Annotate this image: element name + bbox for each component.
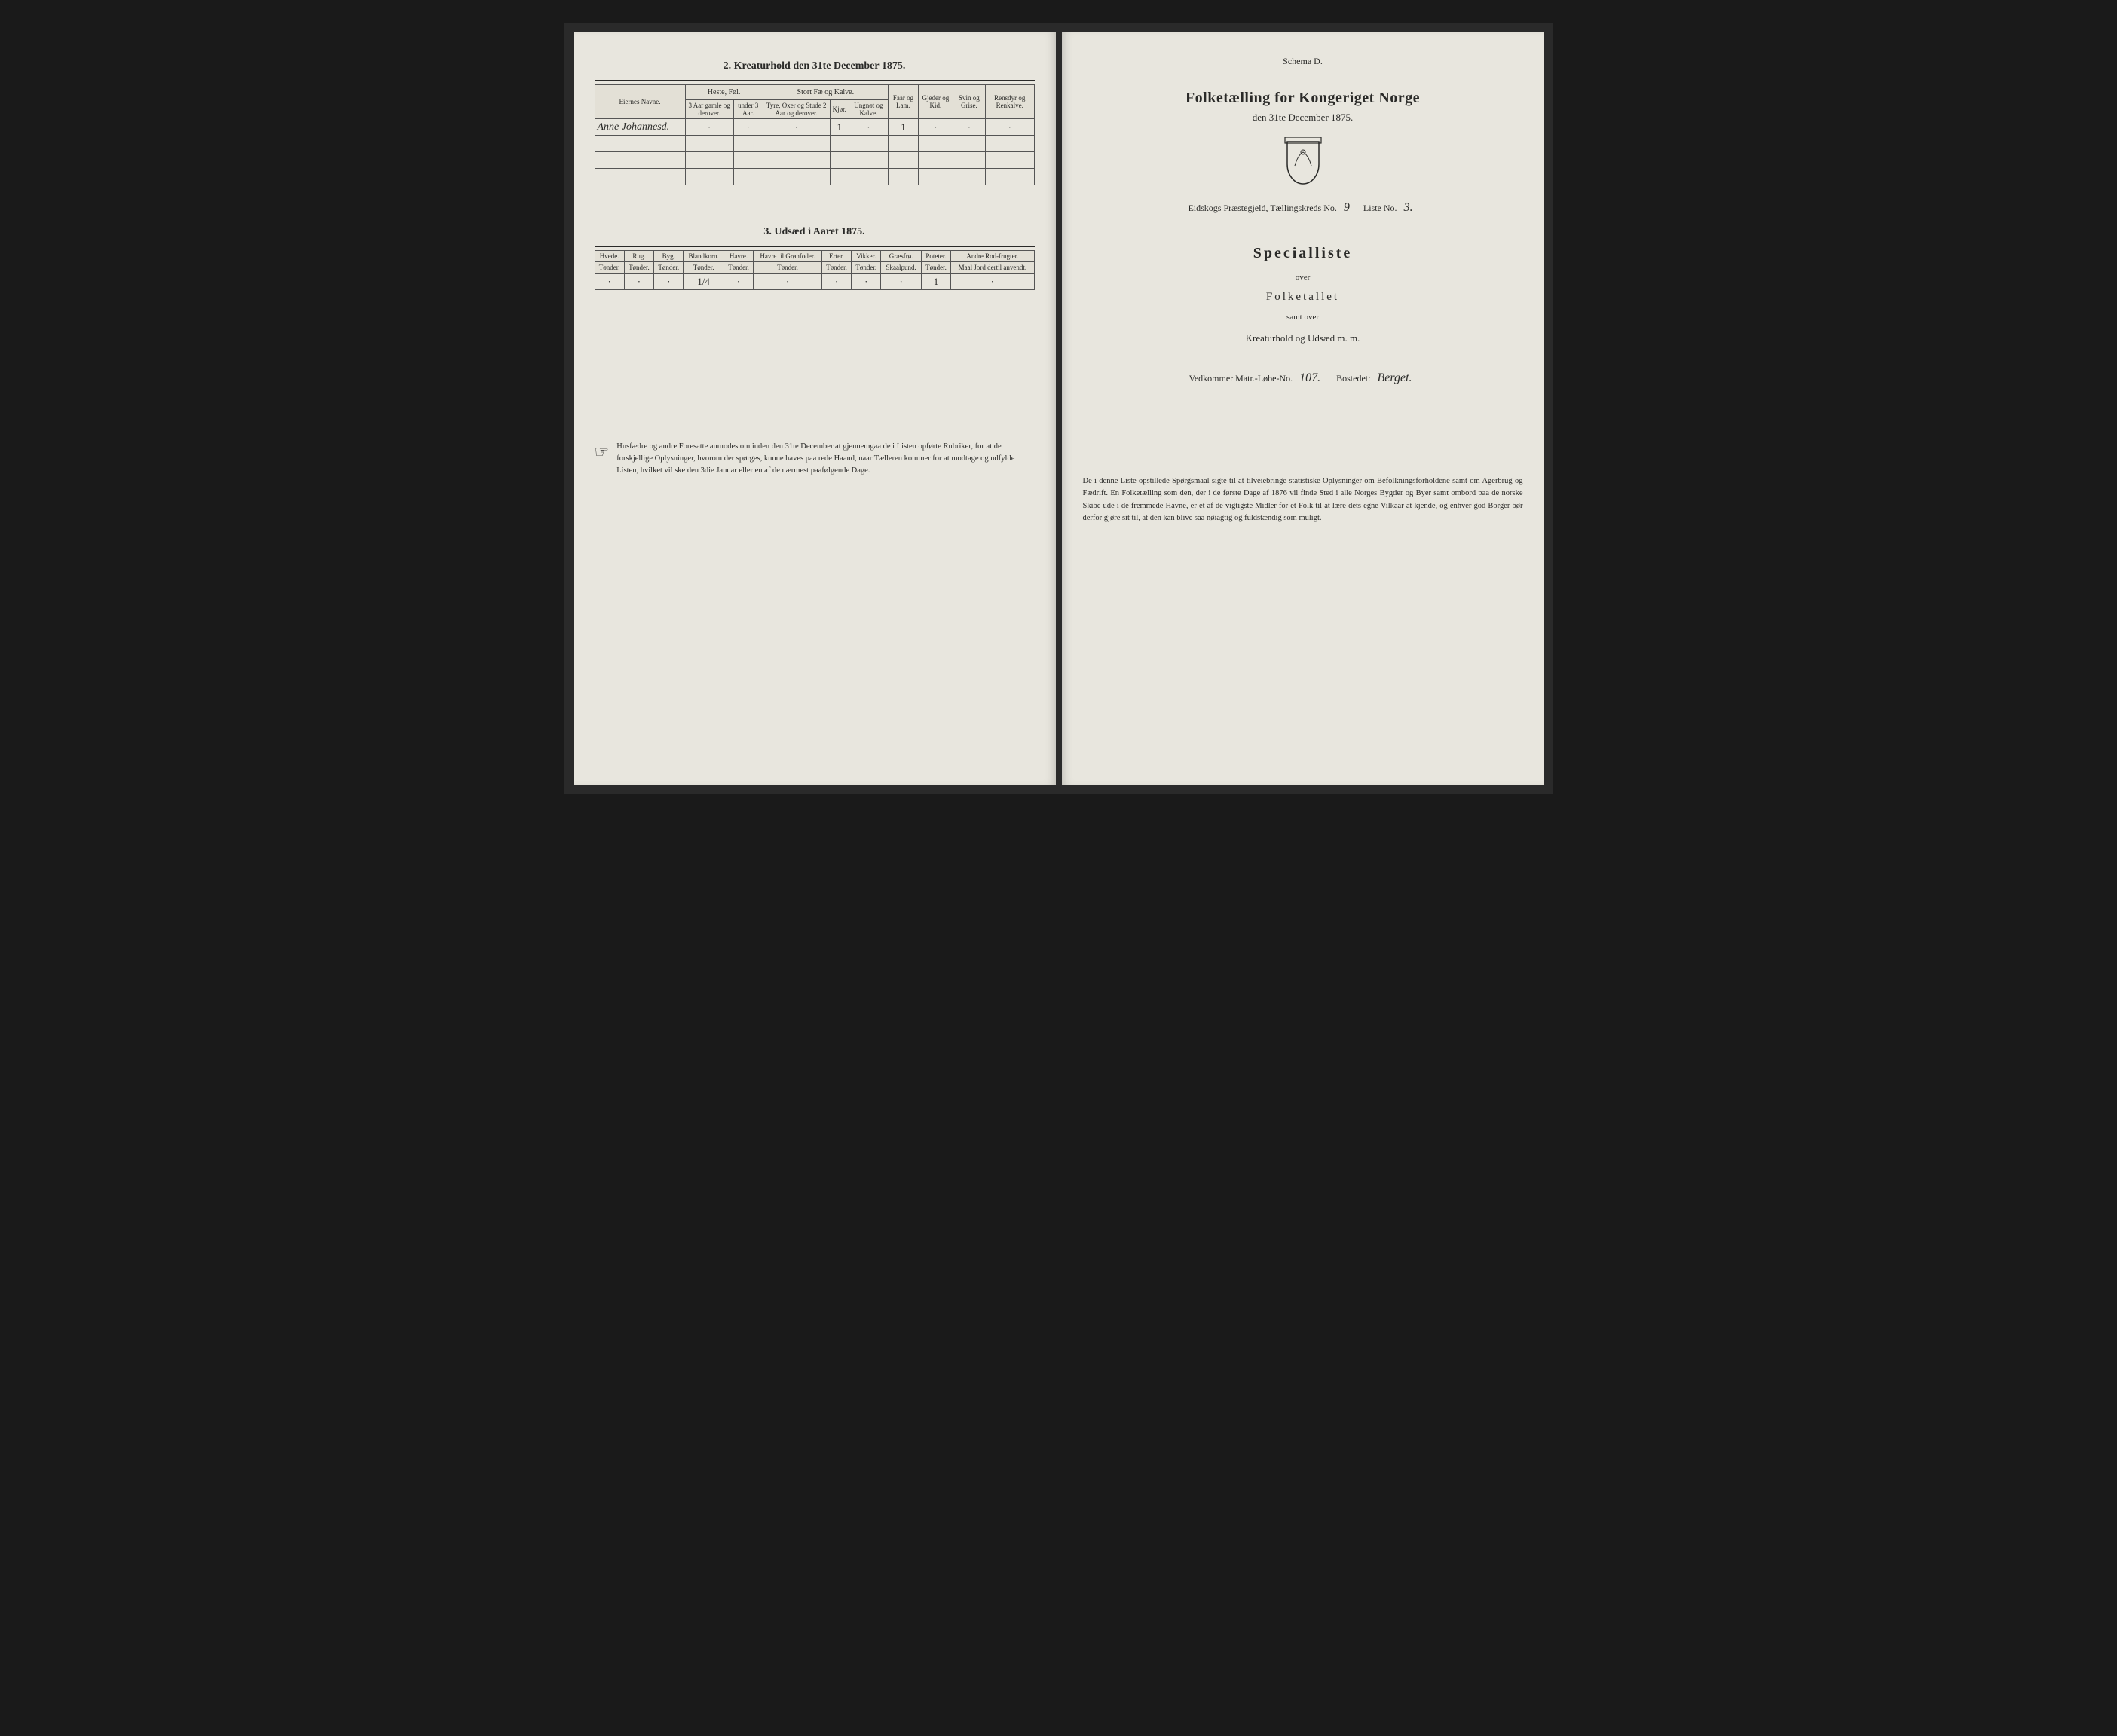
section2-title: 2. Kreaturhold den 31te December 1875. xyxy=(595,60,1035,72)
table-row xyxy=(595,136,1034,152)
kreaturhold-table: Eiernes Navne. Heste, Føl. Stort Fæ og K… xyxy=(595,84,1035,185)
col-havre: Havre. xyxy=(724,251,753,262)
cell: · xyxy=(919,119,953,136)
unit: Maal Jord dertil anvendt. xyxy=(951,262,1034,274)
unit: Tønder. xyxy=(684,262,724,274)
instruction-note: ☞ Husfædre og andre Foresatte anmodes om… xyxy=(595,441,1035,476)
col-stort-b: Kjør. xyxy=(830,100,849,119)
cell: · xyxy=(821,274,851,290)
cell: 1 xyxy=(830,119,849,136)
cell: · xyxy=(624,274,653,290)
udsaed-table: Hvede. Rug. Byg. Blandkorn. Havre. Havre… xyxy=(595,250,1035,290)
cell: · xyxy=(754,274,822,290)
cell: · xyxy=(881,274,921,290)
col-ren: Rensdyr og Renkalve. xyxy=(986,85,1034,119)
col-heste-b: under 3 Aar. xyxy=(733,100,763,119)
rule xyxy=(595,246,1035,247)
folketallet-label: Folketallet xyxy=(1083,291,1523,304)
unit: Tønder. xyxy=(624,262,653,274)
col-heste: Heste, Føl. xyxy=(685,85,763,100)
unit: Skaalpund. xyxy=(881,262,921,274)
unit: Tønder. xyxy=(654,262,684,274)
cell: · xyxy=(849,119,888,136)
unit: Tønder. xyxy=(921,262,950,274)
cell: · xyxy=(953,119,985,136)
col-faar: Faar og Lam. xyxy=(888,85,918,119)
left-page: 2. Kreaturhold den 31te December 1875. E… xyxy=(574,32,1056,785)
col-hvede: Hvede. xyxy=(595,251,624,262)
col-stort-c: Ungnøt og Kalve. xyxy=(849,100,888,119)
page-spread: 2. Kreaturhold den 31te December 1875. E… xyxy=(564,23,1553,794)
col-andre: Andre Rod-frugter. xyxy=(951,251,1034,262)
note-text: Husfædre og andre Foresatte anmodes om i… xyxy=(616,441,1034,476)
parish-label: Eidskogs Præstegjeld, Tællingskreds No. xyxy=(1188,203,1336,213)
cell: · xyxy=(595,274,624,290)
parish-line: Eidskogs Præstegjeld, Tællingskreds No. … xyxy=(1083,201,1523,215)
col-rug: Rug. xyxy=(624,251,653,262)
col-name: Eiernes Navne. xyxy=(595,85,685,119)
col-byg: Byg. xyxy=(654,251,684,262)
col-erter: Erter. xyxy=(821,251,851,262)
col-havregf: Havre til Grønfoder. xyxy=(754,251,822,262)
bosted-label: Bostedet: xyxy=(1336,373,1370,384)
cell: · xyxy=(763,119,830,136)
samt-label: samt over xyxy=(1083,313,1523,322)
cell: 1/4 xyxy=(684,274,724,290)
col-stort: Stort Fæ og Kalve. xyxy=(763,85,888,100)
section3-title: 3. Udsæd i Aaret 1875. xyxy=(595,226,1035,238)
explanatory-paragraph: De i denne Liste opstillede Spørgsmaal s… xyxy=(1083,475,1523,524)
pointing-hand-icon: ☞ xyxy=(595,439,610,476)
table-row xyxy=(595,169,1034,185)
matr-label: Vedkommer Matr.-Løbe-No. xyxy=(1189,373,1293,384)
cell: 1 xyxy=(921,274,950,290)
unit: Tønder. xyxy=(724,262,753,274)
over-label: over xyxy=(1083,273,1523,282)
cell: · xyxy=(986,119,1034,136)
table-row xyxy=(595,152,1034,169)
unit: Tønder. xyxy=(852,262,881,274)
cell: · xyxy=(733,119,763,136)
col-heste-a: 3 Aar gamle og derover. xyxy=(685,100,733,119)
kreds-no: 9 xyxy=(1339,201,1354,214)
specialliste-heading: Specialliste xyxy=(1083,245,1523,262)
unit: Tønder. xyxy=(595,262,624,274)
cell: · xyxy=(724,274,753,290)
col-gjed: Gjeder og Kid. xyxy=(919,85,953,119)
cell: 1 xyxy=(888,119,918,136)
matr-no: 107. xyxy=(1295,371,1325,384)
cell: · xyxy=(951,274,1034,290)
rule xyxy=(595,80,1035,81)
cell: · xyxy=(685,119,733,136)
cell: · xyxy=(852,274,881,290)
kreatur-label: Kreaturhold og Udsæd m. m. xyxy=(1083,332,1523,344)
col-stort-a: Tyre, Oxer og Stude 2 Aar og derover. xyxy=(763,100,830,119)
census-date: den 31te December 1875. xyxy=(1083,112,1523,124)
main-title: Folketælling for Kongeriget Norge xyxy=(1083,90,1523,107)
unit: Tønder. xyxy=(754,262,822,274)
col-bland: Blandkorn. xyxy=(684,251,724,262)
schema-label: Schema D. xyxy=(1083,56,1523,67)
liste-no: 3. xyxy=(1400,201,1418,214)
coat-of-arms-icon xyxy=(1083,137,1523,189)
col-gras: Græsfrø. xyxy=(881,251,921,262)
cell: · xyxy=(654,274,684,290)
col-svin: Svin og Grise. xyxy=(953,85,985,119)
bosted-value: Berget. xyxy=(1372,371,1416,384)
right-page: Schema D. Folketælling for Kongeriget No… xyxy=(1062,32,1544,785)
matr-line: Vedkommer Matr.-Løbe-No. 107. Bostedet: … xyxy=(1083,371,1523,385)
col-vikker: Vikker. xyxy=(852,251,881,262)
table-row: · · · 1/4 · · · · · 1 · xyxy=(595,274,1034,290)
table-row: Anne Johannesd. · · · 1 · 1 · · · xyxy=(595,119,1034,136)
owner-name: Anne Johannesd. xyxy=(595,119,685,136)
unit: Tønder. xyxy=(821,262,851,274)
liste-label: Liste No. xyxy=(1363,203,1397,213)
col-pot: Poteter. xyxy=(921,251,950,262)
